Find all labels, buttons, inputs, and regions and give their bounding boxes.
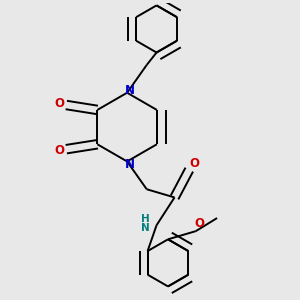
Text: H
N: H N bbox=[141, 214, 149, 233]
Text: O: O bbox=[54, 97, 64, 110]
Text: N: N bbox=[125, 84, 135, 97]
Text: N: N bbox=[125, 158, 135, 171]
Text: O: O bbox=[194, 218, 204, 230]
Text: O: O bbox=[54, 144, 64, 157]
Text: O: O bbox=[189, 157, 199, 169]
